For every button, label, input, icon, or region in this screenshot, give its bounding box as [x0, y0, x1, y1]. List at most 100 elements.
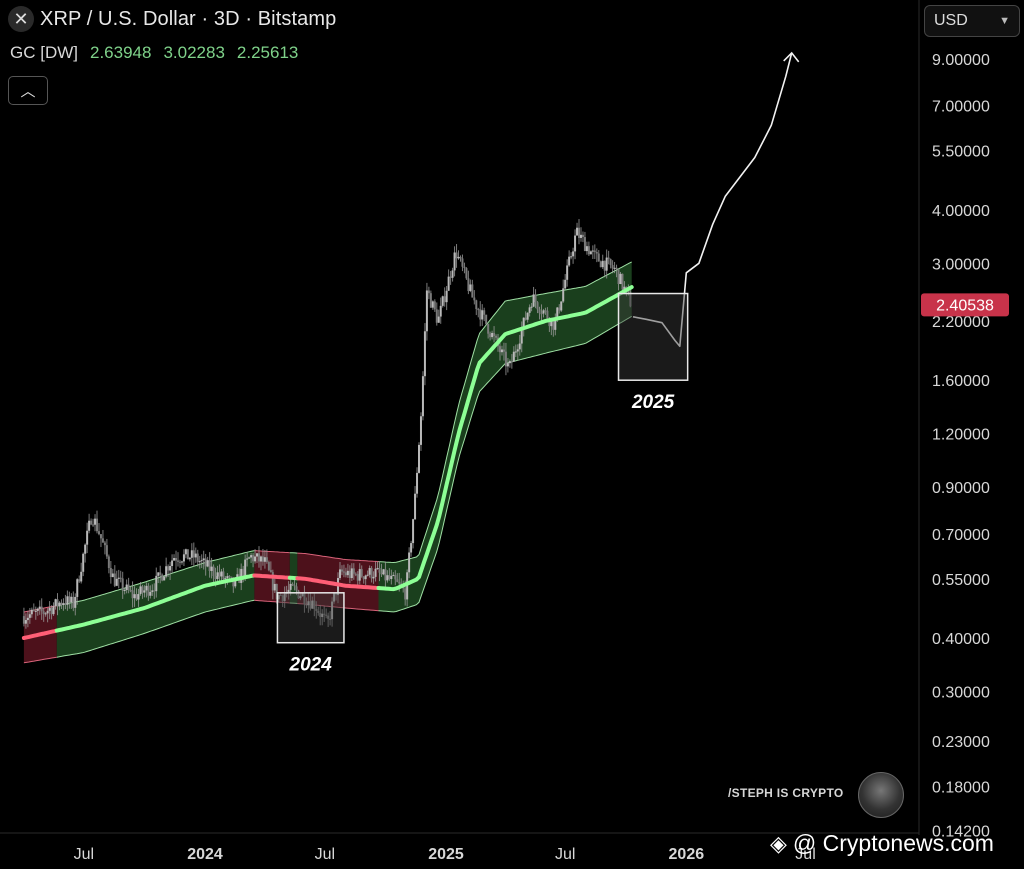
candle-body	[360, 569, 363, 577]
candle-body	[495, 335, 498, 338]
candle-body	[589, 251, 592, 255]
gc-lower-line	[56, 599, 255, 658]
candle-body	[617, 269, 620, 285]
candle-body	[28, 614, 31, 618]
y-tick-label: 1.60000	[932, 373, 990, 390]
candle-body	[143, 590, 146, 593]
candle-body	[319, 612, 322, 618]
candle-body	[190, 550, 193, 558]
candle-body	[558, 307, 561, 311]
candle-body	[212, 566, 215, 577]
candle-body	[315, 609, 318, 611]
candle-body	[175, 558, 178, 561]
candle-body	[408, 552, 411, 573]
candle-body	[335, 593, 338, 596]
candle-body	[479, 309, 482, 320]
candle-body	[338, 569, 341, 579]
candle-body	[157, 572, 160, 576]
candle-body	[544, 310, 547, 312]
candle-body	[599, 261, 602, 268]
candle-body	[196, 553, 199, 562]
candle-body	[625, 286, 628, 289]
candle-body	[593, 250, 596, 252]
candle-body	[414, 493, 417, 520]
candle-body	[76, 579, 79, 597]
candle-body	[107, 556, 110, 569]
gc-center-line	[21, 628, 59, 640]
candle-body	[60, 602, 63, 606]
candle-body	[487, 324, 490, 334]
candle-body	[595, 251, 598, 254]
candle-body	[390, 575, 393, 579]
candle-body	[137, 594, 140, 600]
candle-body	[609, 259, 612, 266]
candle-body	[159, 572, 162, 575]
chart-title: XRP / U.S. Dollar · 3D · Bitstamp	[40, 7, 337, 30]
candle-body	[293, 585, 296, 587]
candle-body	[214, 576, 217, 579]
close-button[interactable]: ✕	[8, 6, 34, 32]
candle-body	[410, 543, 413, 553]
candle-body	[623, 286, 626, 290]
candle-body	[216, 572, 219, 579]
candle-body	[206, 560, 209, 567]
candle-body	[504, 351, 507, 367]
gc-lower-line	[254, 599, 290, 604]
currency-select[interactable]: USD ▼	[924, 5, 1020, 37]
candle-body	[24, 620, 27, 624]
annotation-label: 2025	[631, 392, 675, 413]
candle-body	[629, 292, 632, 307]
watermark: ◈ @ Cryptonews.com	[770, 830, 994, 857]
candle-body	[581, 234, 584, 238]
last-price-tag	[921, 293, 1009, 317]
candle-body	[230, 576, 233, 578]
candle-body	[30, 609, 33, 615]
candle-body	[277, 595, 280, 600]
gc-center-line	[295, 576, 381, 590]
candle-body	[99, 534, 102, 539]
avatar	[858, 772, 904, 818]
gc-upper-line	[254, 550, 290, 554]
y-tick-label: 5.50000	[932, 144, 990, 161]
candle-body	[579, 234, 582, 238]
collapse-legend-button[interactable]: ︿	[8, 76, 48, 105]
y-tick-label: 2.20000	[932, 314, 990, 331]
candle-body	[603, 260, 606, 271]
candle-body	[224, 578, 227, 580]
candle-body	[502, 349, 505, 352]
candle-body	[540, 313, 543, 315]
candle-body	[202, 558, 205, 561]
y-tick-label: 0.70000	[932, 527, 990, 544]
candle-body	[119, 577, 122, 579]
candle-body	[337, 578, 340, 596]
candle-body	[248, 557, 251, 559]
candle-body	[86, 530, 89, 545]
candle-body	[485, 314, 488, 325]
candle-body	[105, 545, 108, 557]
candle-body	[244, 559, 247, 576]
candle-body	[267, 561, 270, 571]
candle-body	[226, 576, 229, 579]
candle-body	[295, 586, 298, 591]
candle-body	[421, 376, 424, 417]
candle-body	[97, 531, 100, 535]
candle-body	[184, 549, 187, 555]
candle-body	[516, 349, 519, 352]
watermark-text: @ Cryptonews.com	[792, 830, 994, 856]
candle-body	[344, 572, 347, 576]
x-tick-label: Jul	[315, 846, 335, 863]
candle-body	[182, 554, 185, 562]
candle-body	[151, 590, 154, 592]
candle-body	[376, 568, 379, 570]
currency-value: USD	[934, 12, 968, 29]
candle-body	[354, 573, 357, 575]
indicator-value-upper: 3.02283	[163, 43, 225, 62]
candle-body	[518, 343, 521, 350]
candle-body	[220, 571, 223, 577]
candle-body	[435, 309, 438, 323]
candle-body	[72, 596, 75, 608]
candle-body	[419, 416, 422, 445]
x-tick-label: Jul	[74, 846, 94, 863]
candle-body	[311, 600, 314, 609]
